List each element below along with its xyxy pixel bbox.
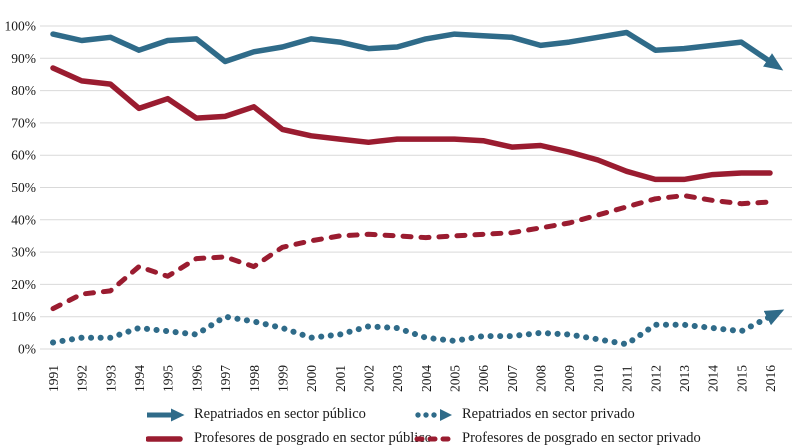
legend-marker-solid-arrow-icon [147,408,185,421]
x-tick-label: 1995 [161,365,176,392]
legend-item-profesores-publico: Profesores de posgrado en sector público [146,430,432,447]
y-tick-label: 40% [11,212,36,227]
x-tick-label: 1994 [132,365,147,392]
legend-item-repatriados-privado: Repatriados en sector privado [414,406,797,423]
y-tick-label: 10% [11,309,36,324]
x-tick-label: 2009 [562,365,577,392]
series-line-3 [50,193,773,312]
x-tick-label: 2006 [476,365,491,392]
legend-label-profesores-publico: Profesores de posgrado en sector público [194,430,432,446]
y-tick-label: 0% [18,342,36,357]
y-tick-label: 30% [11,245,36,260]
x-tick-label: 2008 [534,365,549,392]
x-tick-label: 2014 [706,365,721,392]
x-tick-label: 2010 [591,365,606,392]
y-tick-label: 20% [11,277,36,292]
line-chart: 0% 10% 20% 30% 40% 50% 60% 70% 80% 90% 100% 1991 199… [5,19,792,393]
y-tick-label: 90% [11,51,36,66]
x-tick-label: 2002 [361,365,376,392]
series-line-1 [50,309,785,348]
x-tick-label: 2013 [677,365,692,392]
x-tick-label: 1996 [189,365,204,392]
y-tick-label: 100% [5,19,37,34]
x-tick-label: 1991 [46,365,61,392]
x-tick-label: 2007 [505,365,520,392]
legend-label-profesores-privado: Profesores de posgrado en sector privado [462,430,701,446]
y-tick-label: 80% [11,83,36,98]
legend-marker-solid-line-icon [146,435,183,442]
x-tick-label: 2015 [734,365,749,392]
x-tick-label: 2001 [333,365,348,392]
x-tick-label: 1997 [218,365,233,392]
x-tick-label: 2016 [763,365,778,392]
y-tick-label: 50% [11,180,36,195]
x-tick-label: 1992 [75,365,90,392]
legend-marker-dotted-arrow-icon [415,408,452,421]
legend-item-profesores-privado: Profesores de posgrado en sector privado [414,430,797,447]
legend-label-repatriados-publico: Repatriados en sector público [194,406,366,422]
x-tick-label: 2003 [390,365,405,392]
legend-label-repatriados-privado: Repatriados en sector privado [462,406,635,422]
x-tick-label: 2012 [648,365,663,392]
series-line-2 [50,65,773,183]
x-tick-label: 1993 [103,365,118,392]
y-tick-label: 60% [11,148,36,163]
series-line-0 [50,29,784,71]
y-tick-label: 70% [11,115,36,130]
x-tick-label: 2011 [620,366,635,393]
x-tick-label: 2004 [419,365,434,392]
legend-item-repatriados-publico: Repatriados en sector público [146,406,414,423]
x-tick-label: 1998 [247,365,262,392]
x-tick-label: 2005 [448,365,463,392]
x-tick-label: 2000 [304,365,319,392]
chart-legend: Repatriados en sector público Repatriado… [146,406,797,447]
legend-marker-dashed-line-icon [414,436,451,441]
x-tick-label: 1999 [275,365,290,392]
